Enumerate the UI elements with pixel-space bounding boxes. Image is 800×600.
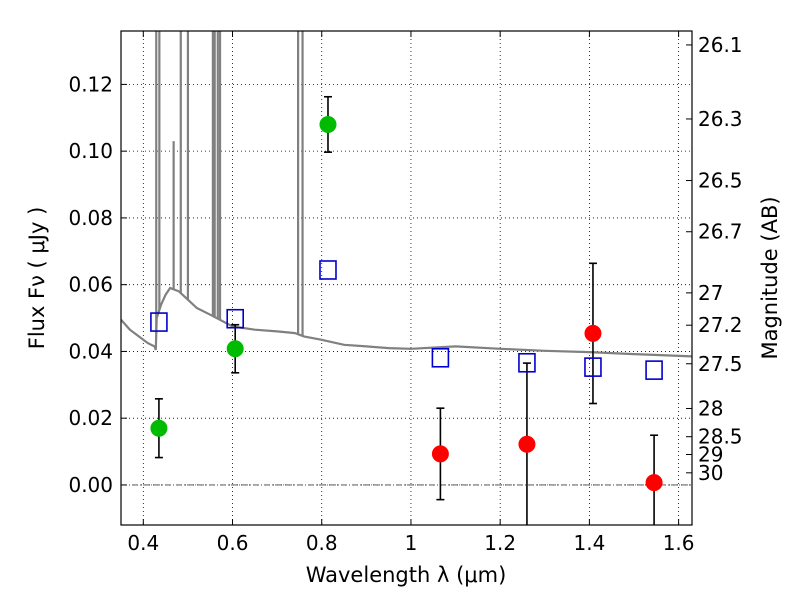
data-points bbox=[150, 115, 663, 492]
x-tick-label: 0.8 bbox=[306, 531, 338, 555]
y2-tick-label: 26.7 bbox=[698, 220, 743, 244]
blue-square-point bbox=[518, 352, 536, 373]
blue-square-point bbox=[431, 347, 450, 368]
x-tick-label: 1.6 bbox=[663, 531, 695, 555]
green-point bbox=[150, 419, 168, 437]
y2-tick-label: 29 bbox=[698, 443, 723, 467]
y-tick-label: 0.02 bbox=[68, 406, 113, 430]
y2-tick-label: 27 bbox=[698, 281, 723, 305]
y-tick-label: 0.10 bbox=[68, 139, 113, 163]
y2-tick-label: 26.5 bbox=[698, 169, 743, 193]
plot-frame bbox=[120, 30, 693, 526]
blue-square-point bbox=[150, 312, 168, 332]
y2-tick-label: 26.3 bbox=[698, 107, 743, 131]
blue-square-point bbox=[584, 357, 602, 377]
y-tick-label: 0.04 bbox=[68, 339, 113, 363]
y2-tick-label: 27.2 bbox=[698, 313, 743, 337]
green-point bbox=[226, 340, 244, 358]
x-tick-label: 1 bbox=[405, 531, 418, 555]
y2-tick-label: 28 bbox=[698, 396, 723, 420]
green-point bbox=[319, 115, 337, 133]
grid bbox=[121, 31, 692, 525]
y-axis-label: Flux Fν ( μJy ) bbox=[25, 207, 49, 350]
y-tick-label: 0.12 bbox=[68, 72, 113, 96]
x-axis-label: Wavelength λ (μm) bbox=[306, 563, 507, 587]
blue-square-point bbox=[319, 260, 337, 280]
y2-tick-label: 27.5 bbox=[698, 352, 743, 376]
blue-square-point bbox=[226, 308, 244, 329]
red-point bbox=[584, 324, 602, 342]
y-axis: 0.00 0.02 0.04 0.06 0.08 0.10 0.12 bbox=[68, 72, 127, 497]
plot-background bbox=[121, 31, 692, 525]
y-tick-label: 0.08 bbox=[68, 206, 113, 230]
x-tick-label: 1.2 bbox=[484, 531, 516, 555]
y-tick-label: 0.00 bbox=[68, 473, 113, 497]
x-tick-label: 1.4 bbox=[573, 531, 605, 555]
blue-square-point bbox=[645, 360, 663, 380]
y2-tick-label: 28.5 bbox=[698, 425, 743, 449]
red-point bbox=[645, 474, 663, 492]
x-tick-label: 0.6 bbox=[217, 531, 249, 555]
y-tick-label: 0.06 bbox=[68, 273, 113, 297]
y2-tick-label: 26.1 bbox=[698, 33, 743, 57]
y2-tick-label: 30 bbox=[698, 461, 723, 485]
red-point bbox=[518, 435, 536, 453]
red-point bbox=[431, 445, 449, 463]
x-axis: 0.4 0.6 0.8 1 1.2 1.4 1.6 bbox=[127, 31, 695, 555]
y2-axis-label: Magnitude (AB) bbox=[758, 196, 782, 359]
x-tick-label: 0.4 bbox=[127, 531, 159, 555]
